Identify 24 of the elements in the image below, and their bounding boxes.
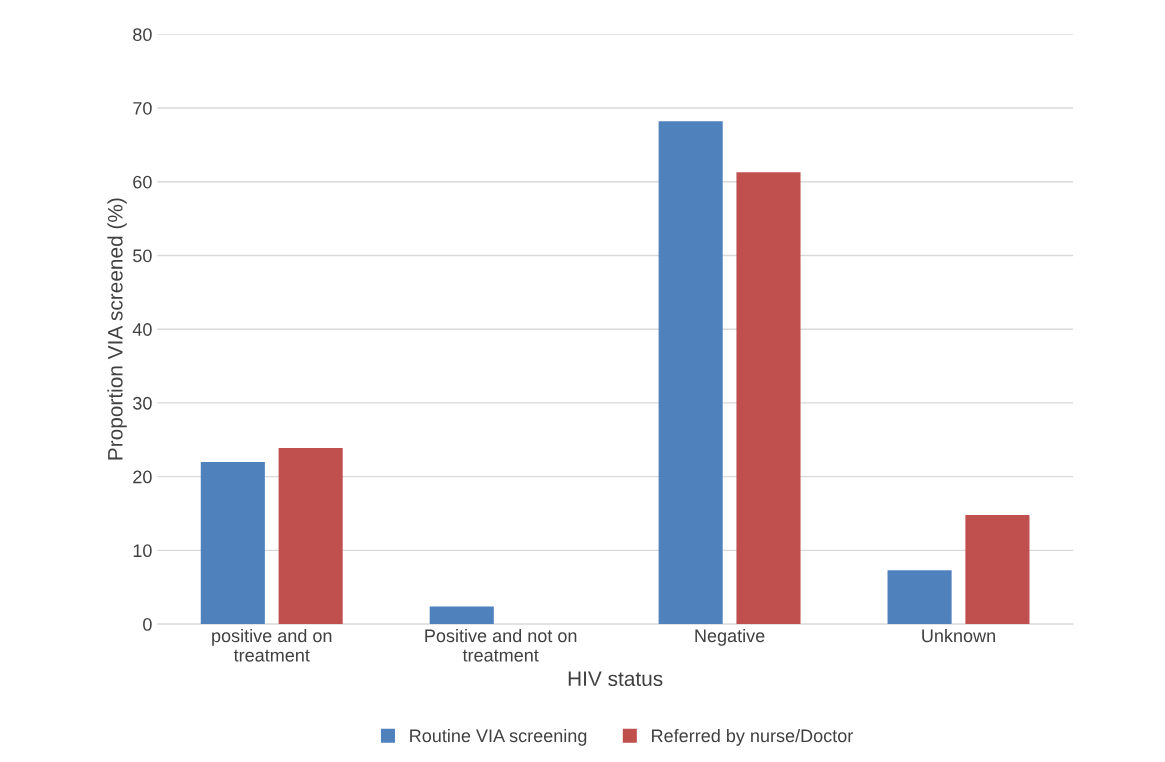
bar bbox=[429, 606, 494, 625]
y-tick-label: 60 bbox=[133, 175, 152, 189]
bar bbox=[965, 514, 1030, 625]
y-tick-label: 0 bbox=[143, 618, 152, 631]
bar bbox=[736, 172, 801, 625]
bar bbox=[278, 447, 343, 625]
x-tick-label: positive and on treatment bbox=[212, 628, 332, 662]
x-axis-title: HIV status bbox=[568, 671, 663, 687]
bar bbox=[887, 570, 952, 625]
y-tick-label: 10 bbox=[133, 544, 152, 558]
y-tick-label: 20 bbox=[133, 470, 152, 484]
y-tick-label: 30 bbox=[133, 396, 152, 410]
bar bbox=[200, 461, 265, 625]
legend-label: Referred by nurse/Doctor bbox=[652, 728, 853, 746]
y-tick-label: 50 bbox=[133, 249, 152, 263]
y-tick-label: 40 bbox=[132, 323, 152, 336]
x-tick-label: Negative bbox=[695, 628, 765, 646]
x-tick-label: Positive and not on treatment bbox=[425, 628, 577, 662]
y-tick-label: 70 bbox=[133, 101, 152, 115]
bar bbox=[658, 121, 723, 625]
y-axis-title: Proportion VIA screened (%) bbox=[107, 198, 127, 460]
legend-label: Routine VIA screening bbox=[410, 728, 587, 746]
y-tick-label: 80 bbox=[133, 28, 152, 42]
x-tick-label: Unknown bbox=[922, 628, 995, 643]
